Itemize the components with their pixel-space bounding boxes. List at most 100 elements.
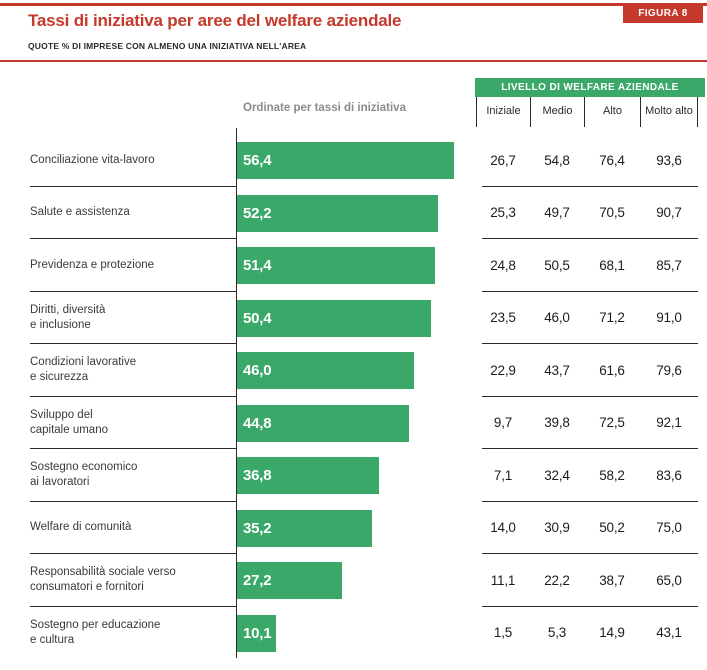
table-cell-alto: 76,4 <box>599 152 625 168</box>
table-cell-alto: 70,5 <box>599 205 625 221</box>
row-separator-left <box>30 605 236 607</box>
bar-value-label: 44,8 <box>243 414 272 432</box>
chart-row: Sostegno economico ai lavoratori 36,8 7,1 3… <box>0 449 707 502</box>
column-header-label: Alto <box>603 105 622 118</box>
bar-value-label: 35,2 <box>243 519 272 537</box>
table-row-values: 25,3 49,7 70,5 90,7 <box>476 187 698 240</box>
chart-row: Sostegno per educazione e cultura 10,1 1,5… <box>0 607 707 660</box>
chart-rows: Conciliazione vita-lavoro 56,4 26,7 54,8 76,… <box>0 134 707 659</box>
row-separator-left <box>30 553 236 554</box>
row-separator-right <box>482 343 698 344</box>
table-cell-molto-alto: 93,6 <box>656 152 682 168</box>
table-cell-iniziale: 9,7 <box>493 415 513 431</box>
bar-value-label: 56,4 <box>243 152 272 169</box>
bar-value-label: 46,0 <box>243 362 272 379</box>
table-cell-medio: 5,3 <box>547 625 567 641</box>
table-row-values: 11,1 22,2 38,7 65,0 <box>476 554 698 607</box>
chart-row: Welfare di comunità 35,2 14,0 30,9 50,2 75,0 <box>0 502 707 555</box>
table-group-header: LIVELLO DI WELFARE AZIENDALE <box>475 78 705 97</box>
chart-row: Diritti, diversità e inclusione 50,4 23,5 4… <box>0 292 707 345</box>
table-row-values: 26,7 54,8 76,4 93,6 <box>476 134 698 187</box>
initiative-rate-bar: 44,8 <box>237 404 410 442</box>
table-cell-alto: 72,5 <box>599 415 625 431</box>
table-cell-iniziale: 11,1 <box>490 572 516 588</box>
chart-row: Responsabilità sociale verso consumatori… <box>0 554 707 607</box>
table-row-values: 1,5 5,3 14,9 43,1 <box>476 607 698 660</box>
category-label: Sostegno economico ai lavoratori <box>30 461 138 489</box>
category-label: Responsabilità sociale verso consumatori… <box>30 566 176 594</box>
row-separator-right <box>482 290 698 292</box>
top-rule <box>0 3 707 6</box>
bar-column-header: Ordinate per tassi di iniziativa <box>243 102 406 114</box>
table-row-values: 7,1 32,4 58,2 83,6 <box>476 449 698 502</box>
header-rule <box>0 60 707 62</box>
initiative-rate-bar: 36,8 <box>237 457 379 494</box>
row-separator-right <box>482 185 698 187</box>
table-cell-molto-alto: 90,7 <box>656 205 682 221</box>
category-label: Sostegno per educazione e cultura <box>30 618 161 646</box>
row-separator-right <box>482 448 698 449</box>
table-cell-alto: 61,6 <box>599 362 625 378</box>
initiative-rate-bar: 46,0 <box>237 352 414 389</box>
row-separator-left <box>30 395 236 397</box>
bar-value-label: 52,2 <box>243 204 272 222</box>
row-separator-right <box>482 553 698 554</box>
bar-value-label: 50,4 <box>243 309 272 327</box>
table-cell-iniziale: 24,8 <box>490 257 516 273</box>
table-cell-molto-alto: 91,0 <box>656 310 682 326</box>
initiative-rate-bar: 35,2 <box>237 509 373 547</box>
chart-row: Conciliazione vita-lavoro 56,4 26,7 54,8 76,… <box>0 134 707 187</box>
table-cell-molto-alto: 85,7 <box>656 257 682 273</box>
table-cell-medio: 54,8 <box>544 152 570 168</box>
category-label: Diritti, diversità e inclusione <box>30 303 106 331</box>
table-cell-medio: 22,2 <box>544 572 570 588</box>
category-label: Salute e assistenza <box>30 206 130 219</box>
table-row-values: 22,9 43,7 61,6 79,6 <box>476 344 698 397</box>
row-separator-right <box>482 395 698 397</box>
table-cell-iniziale: 26,7 <box>490 152 516 168</box>
bar-value-label: 10,1 <box>243 624 272 642</box>
category-label: Condizioni lavorative e sicurezza <box>30 356 137 384</box>
table-cell-iniziale: 25,3 <box>490 205 516 221</box>
column-header-alto: Alto <box>584 97 640 127</box>
initiative-rate-bar: 52,2 <box>237 194 438 232</box>
table-cell-medio: 50,5 <box>544 257 570 273</box>
table-cell-iniziale: 22,9 <box>490 362 516 378</box>
table-cell-alto: 50,2 <box>599 520 625 536</box>
table-cell-medio: 32,4 <box>544 467 570 483</box>
table-cell-iniziale: 7,1 <box>493 467 513 483</box>
table-cell-medio: 46,0 <box>544 310 570 326</box>
table-cell-molto-alto: 75,0 <box>656 520 682 536</box>
table-cell-molto-alto: 79,6 <box>656 362 682 378</box>
table-cell-alto: 14,9 <box>599 625 625 641</box>
table-cell-iniziale: 1,5 <box>493 625 513 641</box>
table-cell-alto: 71,2 <box>599 310 625 326</box>
category-label: Conciliazione vita-lavoro <box>30 153 155 166</box>
bar-value-label: 51,4 <box>243 257 272 274</box>
figure-title: Tassi di iniziativa per aree del welfare… <box>28 11 402 30</box>
chart-baseline-axis <box>236 128 237 658</box>
initiative-rate-bar: 56,4 <box>237 142 454 179</box>
chart-row: Previdenza e protezione 51,4 24,8 50,5 68,1 8… <box>0 239 707 292</box>
chart-row: Salute e assistenza 52,2 25,3 49,7 70,5 90,7 <box>0 187 707 240</box>
table-cell-medio: 39,8 <box>544 415 570 431</box>
table-cell-medio: 30,9 <box>544 520 570 536</box>
table-row-values: 23,5 46,0 71,2 91,0 <box>476 292 698 345</box>
initiative-rate-bar: 51,4 <box>237 247 435 284</box>
column-header-label: Iniziale <box>486 105 521 118</box>
figure-subtitle: QUOTE % DI IMPRESE CON ALMENO UNA INIZIA… <box>28 41 307 51</box>
table-row-values: 24,8 50,5 68,1 85,7 <box>476 239 698 292</box>
chart-row: Condizioni lavorative e sicurezza 46,0 22,… <box>0 344 707 397</box>
row-separator-right <box>482 500 698 502</box>
row-separator-left <box>30 448 236 449</box>
table-cell-medio: 49,7 <box>544 205 570 221</box>
bar-value-label: 27,2 <box>243 572 272 589</box>
table-row-values: 14,0 30,9 50,2 75,0 <box>476 502 698 555</box>
table-cell-medio: 43,7 <box>544 362 570 378</box>
bar-value-label: 36,8 <box>243 467 272 484</box>
table-cell-molto-alto: 43,1 <box>656 625 682 641</box>
column-header-label: Molto alto <box>645 105 693 118</box>
figure-badge: FIGURA 8 <box>623 3 703 23</box>
initiative-rate-bar: 50,4 <box>237 299 431 337</box>
